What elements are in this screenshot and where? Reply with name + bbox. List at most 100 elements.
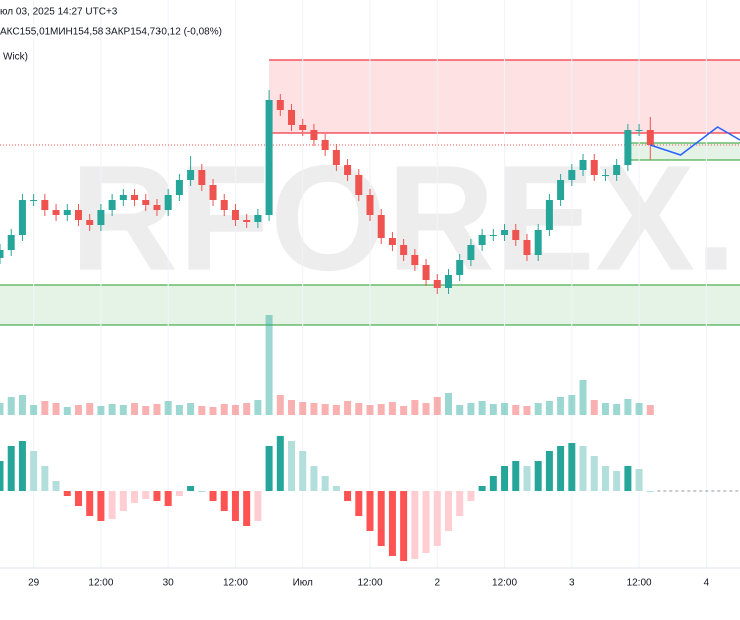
header-close: ЗАКР154,73: [105, 27, 161, 38]
candle-body: [444, 275, 452, 288]
candle-body: [366, 195, 374, 215]
volume-bar: [175, 405, 183, 415]
candle-body: [377, 215, 385, 238]
candle-body: [41, 200, 49, 210]
volume-bar: [74, 405, 82, 415]
x-tick-label: 2: [434, 578, 440, 589]
histogram-bar: [512, 461, 520, 491]
candle-body: [254, 215, 262, 222]
volume-bar: [30, 405, 38, 415]
histogram-bar: [187, 486, 195, 491]
x-tick-label: Июл: [293, 578, 313, 589]
histogram-bar: [601, 466, 609, 491]
histogram-bar: [265, 446, 273, 491]
candle-body: [557, 180, 565, 200]
histogram-bar: [142, 491, 150, 499]
volume-bar: [489, 404, 497, 415]
candle-body: [97, 210, 105, 225]
histogram-bar: [164, 491, 172, 506]
x-tick-label: 3: [569, 578, 575, 589]
histogram-bar: [344, 491, 352, 501]
histogram-bar: [590, 456, 598, 491]
candle-body: [489, 235, 497, 236]
volume-bar: [624, 399, 632, 415]
candle-body: [478, 235, 486, 245]
volume-bar: [276, 395, 284, 415]
histogram-bar: [557, 446, 565, 491]
volume-bar: [332, 405, 340, 415]
x-tick-label: 30: [163, 578, 175, 589]
candle-body: [411, 255, 419, 265]
x-tick-label: 12:00: [627, 578, 652, 589]
candle-body: [321, 140, 329, 150]
histogram-bar: [74, 491, 82, 506]
histogram-bar: [400, 491, 408, 561]
header-change: -0,12 (-0,08%): [158, 27, 222, 38]
volume-bar: [198, 406, 206, 415]
candle-body: [501, 230, 509, 235]
candle-body: [456, 260, 464, 275]
candle-body: [187, 170, 195, 180]
candle-body: [74, 210, 82, 220]
volume-bar: [52, 403, 60, 415]
volume-bar: [164, 401, 172, 415]
candle-body: [388, 238, 396, 245]
candle-body: [332, 150, 340, 165]
histogram-bar: [523, 466, 531, 491]
histogram-bar: [131, 491, 139, 503]
volume-bar: [635, 403, 643, 415]
volume-bar: [601, 403, 609, 415]
volume-bar: [366, 405, 374, 415]
histogram-bar: [467, 491, 475, 501]
volume-bar: [41, 401, 49, 415]
histogram-bar: [422, 491, 430, 553]
candle-body: [400, 245, 408, 255]
histogram-bar: [231, 491, 239, 521]
header-datetime: юл 03, 2025 14:27 UTC+3: [0, 7, 118, 18]
histogram-bar: [545, 451, 553, 491]
histogram-bar: [433, 491, 441, 546]
volume-bar: [131, 403, 139, 415]
volume-bar: [646, 405, 654, 415]
histogram-bar: [534, 461, 542, 491]
volume-bar: [579, 380, 587, 415]
histogram-bar: [579, 446, 587, 491]
candle-body: [220, 200, 228, 210]
volume-bar: [545, 401, 553, 415]
histogram-bar: [646, 491, 654, 492]
candle-body: [164, 195, 172, 210]
volume-bar: [265, 315, 273, 415]
histogram-bar: [63, 491, 71, 496]
candle-body: [422, 265, 430, 280]
candle-body: [601, 175, 609, 176]
volume-bar: [187, 403, 195, 415]
histogram-bar: [355, 491, 363, 516]
volume-bar: [568, 395, 576, 415]
histogram-bar: [377, 491, 385, 546]
histogram-bar: [52, 481, 60, 491]
histogram-bar: [321, 476, 329, 491]
histogram-bar: [489, 476, 497, 491]
candle-body: [131, 195, 139, 200]
x-tick-label: 4: [704, 578, 710, 589]
candle-body: [568, 170, 576, 180]
candle-body: [243, 220, 251, 222]
header-high: АКС155,01: [0, 27, 51, 38]
candle-body: [265, 100, 273, 215]
histogram-bar: [30, 451, 38, 491]
forecast-line: [650, 126, 740, 156]
volume-bar: [243, 403, 251, 415]
histogram-bar: [288, 441, 296, 491]
candle-body: [613, 165, 621, 175]
histogram-bar: [613, 471, 621, 491]
volume-bar: [400, 406, 408, 415]
candle-body: [467, 245, 475, 260]
volume-bar: [613, 404, 621, 415]
candle-body: [646, 130, 654, 145]
candle-body: [52, 210, 60, 215]
candle-body: [30, 200, 38, 201]
volume-bar: [86, 403, 94, 415]
volume-bar: [523, 406, 531, 415]
histogram-bar: [299, 451, 307, 491]
histogram-bar: [153, 491, 161, 501]
